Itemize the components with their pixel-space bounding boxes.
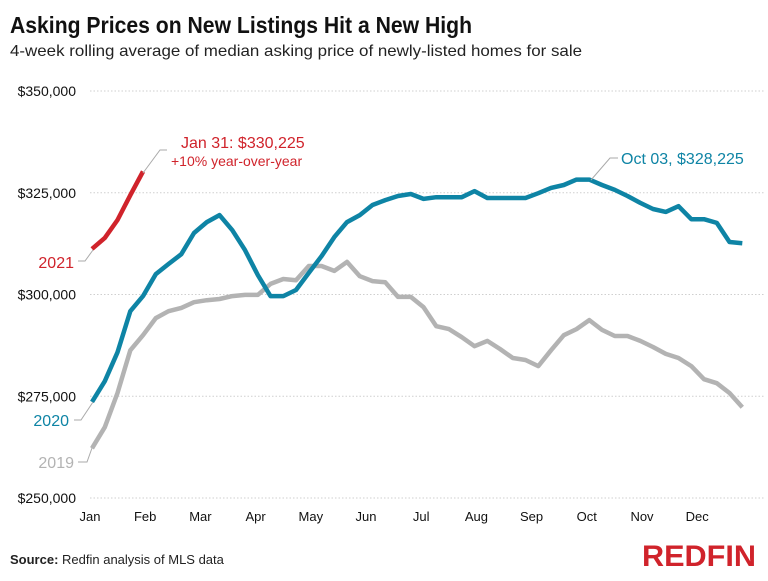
annotation-2021-peak: Jan 31: $330,225 [181,135,305,152]
leader-2019-label [78,447,93,463]
annotation-2021-yoy: +10% year-over-year [171,153,302,169]
y-tick-label: $300,000 [18,287,77,303]
x-tick-label: Dec [686,509,710,524]
source-note: Source: Redfin analysis of MLS data [10,552,225,567]
y-tick-label: $250,000 [18,490,77,506]
series-line-2019 [90,259,744,450]
series-label-2019: 2019 [38,455,74,472]
leader-2021-peak [142,149,167,174]
redfin-logo: REDFIN [642,540,756,573]
x-tick-label: Apr [245,509,266,524]
x-tick-label: Jul [413,509,430,524]
leader-2020-peak [590,157,618,181]
leader-2021-label [78,249,94,262]
x-tick-label: Oct [577,509,598,524]
x-tick-label: Mar [189,509,212,524]
chart-subtitle: 4-week rolling average of median asking … [10,43,582,60]
series-line-2020 [90,177,743,404]
chart-title: Asking Prices on New Listings Hit a New … [10,12,472,38]
y-tick-label: $350,000 [18,83,77,99]
y-tick-label: $275,000 [18,388,77,404]
x-tick-label: Jun [356,509,377,524]
x-tick-label: Aug [465,509,488,524]
annotation-2020-peak: Oct 03, $328,225 [621,151,744,168]
x-tick-label: Sep [520,509,543,524]
y-tick-label: $325,000 [18,185,77,201]
x-tick-label: May [299,509,324,524]
x-tick-label: Nov [630,509,654,524]
series-label-2020: 2020 [33,413,69,430]
x-tick-label: Jan [80,509,101,524]
series-line-2021 [90,170,145,251]
x-tick-label: Feb [134,509,156,524]
series-label-2021: 2021 [38,255,74,272]
leader-2020-label [74,401,94,421]
